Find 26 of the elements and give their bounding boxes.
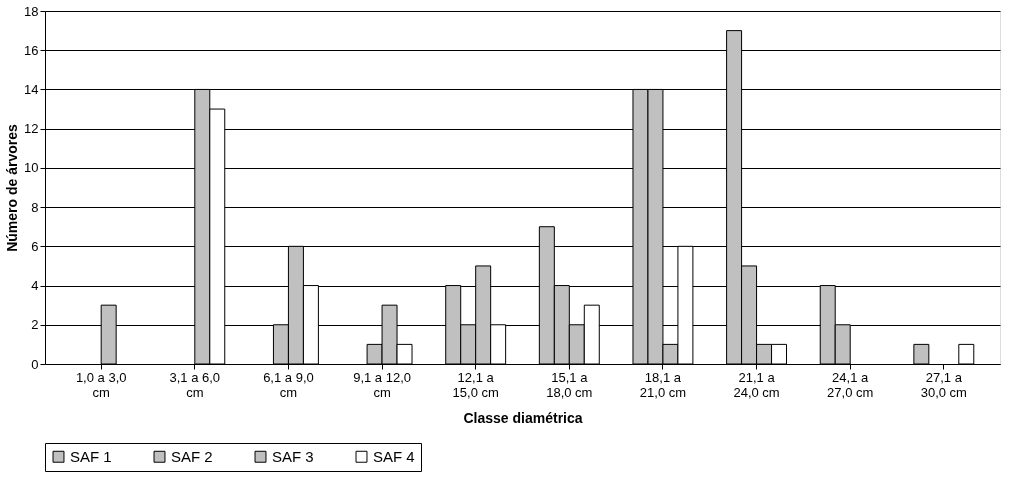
x-tick-label: 3,1 a 6,0 cm: [169, 369, 221, 400]
x-tick-label: 6,1 a 9,0 cm: [263, 369, 314, 400]
y-tick-label: 14: [24, 81, 39, 97]
legend-label: SAF 2: [171, 447, 213, 465]
y-axis-title: Número de árvores: [4, 123, 21, 252]
x-tick-label: 21,1 a 24,0 cm: [733, 369, 780, 400]
legend-label: SAF 4: [373, 447, 415, 465]
legend-label: SAF 1: [70, 447, 112, 465]
x-tick-label: 9,1 a 12,0 cm: [353, 369, 411, 400]
y-tick-label: 16: [24, 42, 39, 58]
x-tick-label: 27,1 a 30,0 cm: [920, 369, 967, 400]
y-tick-label: 0: [31, 356, 39, 372]
x-tick-label: 15,1 a 18,0 cm: [546, 369, 593, 400]
y-tick-label: 18: [24, 3, 39, 19]
y-tick-label: 4: [31, 278, 39, 294]
y-tick-label: 12: [24, 121, 39, 137]
x-tick-label: 12,1 a 15,0 cm: [452, 369, 499, 400]
x-axis-title: Classe diamétrica: [463, 409, 583, 426]
y-tick-label: 2: [31, 317, 39, 333]
y-tick-label: 8: [31, 199, 39, 215]
x-tick-label: 18,1 a 21,0 cm: [639, 369, 687, 400]
x-tick-label: 24,1 a 27,0 cm: [827, 369, 874, 400]
x-tick-label: 1,0 a 3,0 cm: [75, 369, 127, 400]
y-tick-label: 6: [31, 238, 39, 254]
y-tick-label: 10: [24, 160, 39, 176]
legend-label: SAF 3: [272, 447, 314, 465]
